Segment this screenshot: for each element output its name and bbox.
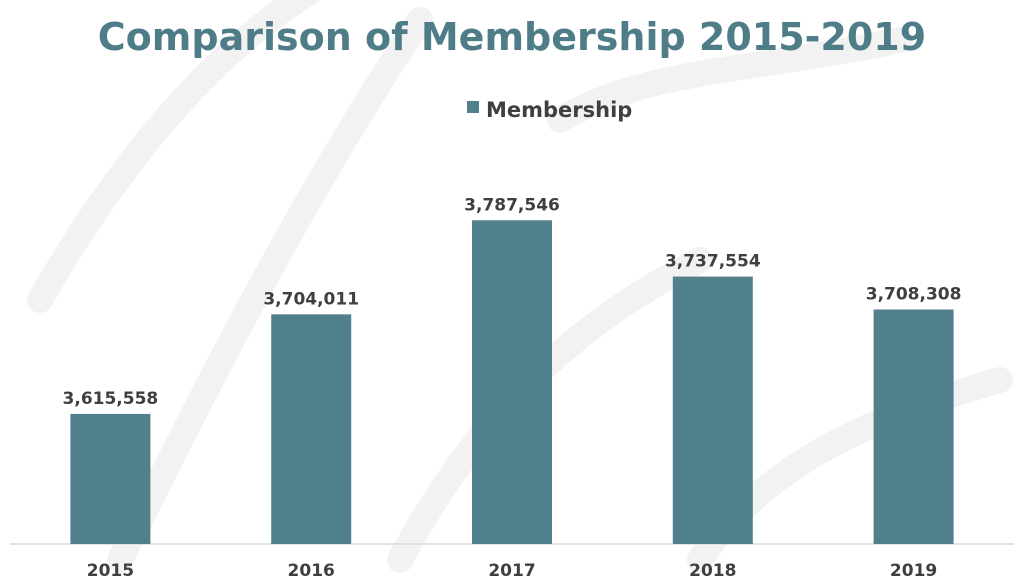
- value-label-2015: 3,615,558: [63, 389, 159, 409]
- value-label-2019: 3,708,308: [866, 285, 962, 305]
- value-labels: 3,615,558 3,704,011 3,787,546 3,737,554 3,70…: [63, 195, 962, 409]
- value-label-2017: 3,787,546: [464, 195, 560, 215]
- legend: Membership: [467, 98, 632, 122]
- x-tick-label-2016: 2016: [288, 561, 335, 581]
- value-label-2018: 3,737,554: [665, 252, 761, 272]
- bars: [70, 220, 954, 544]
- bar-2019: [873, 309, 954, 544]
- bar-2016: [271, 314, 352, 544]
- value-label-2016: 3,704,011: [263, 289, 359, 309]
- x-tick-label-2019: 2019: [890, 561, 937, 581]
- bar-2018: [672, 276, 753, 544]
- x-tick-labels: 2015 2016 2017 2018 2019: [87, 561, 938, 581]
- legend-swatch: [467, 101, 479, 113]
- x-tick-label-2018: 2018: [689, 561, 736, 581]
- bar-2017: [472, 220, 552, 544]
- x-tick-label-2017: 2017: [488, 561, 535, 581]
- legend-label: Membership: [486, 98, 632, 122]
- x-tick-label-2015: 2015: [87, 561, 134, 581]
- chart-title: Comparison of Membership 2015-2019: [98, 15, 926, 59]
- bar-2015: [70, 413, 151, 544]
